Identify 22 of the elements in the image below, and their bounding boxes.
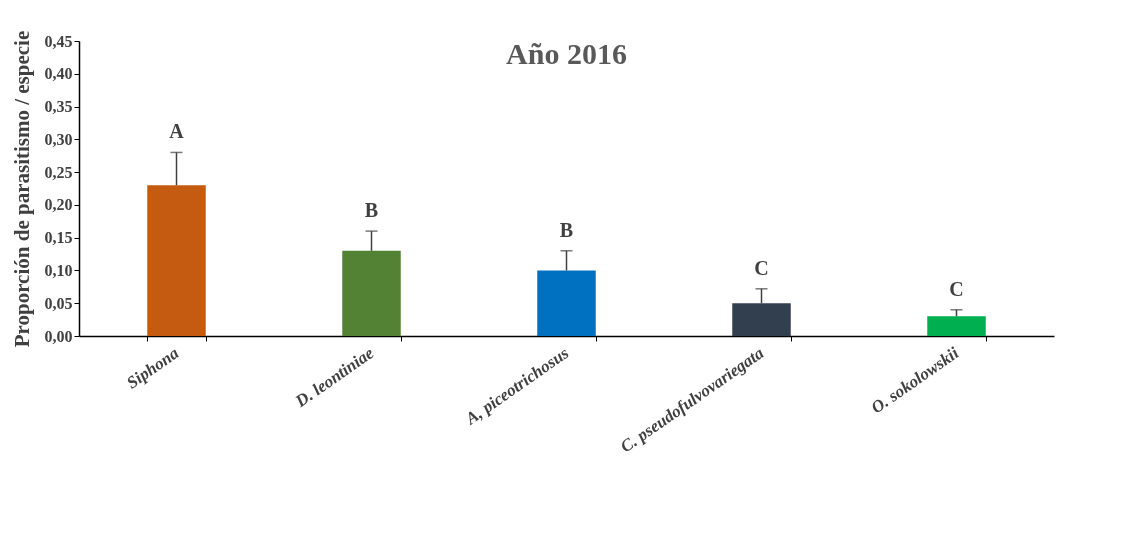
- y-tick-label: 0,35: [44, 98, 73, 116]
- y-tick-label: 0,30: [44, 130, 73, 148]
- y-tick-label: 0,10: [44, 261, 73, 279]
- y-tick-label: 0,40: [44, 65, 73, 83]
- bar: [537, 270, 596, 336]
- annotation: C: [754, 256, 769, 279]
- annotation: B: [364, 199, 379, 222]
- bar: [927, 316, 986, 336]
- annotation: B: [559, 218, 574, 241]
- y-tick-label: 0,25: [44, 163, 73, 181]
- y-tick-label: 0,05: [44, 294, 73, 312]
- y-tick-label: 0,20: [44, 196, 73, 214]
- y-axis-title: Proporción de parasitismo / especie: [9, 30, 34, 348]
- y-tick-label: 0,00: [44, 327, 73, 345]
- chart-title: Año 2016: [506, 37, 627, 71]
- bar: [732, 303, 791, 336]
- annotation: A: [169, 120, 185, 143]
- y-tick-label: 0,15: [44, 229, 73, 247]
- annotation: C: [949, 277, 964, 300]
- bar: [147, 185, 206, 336]
- bar: [342, 250, 401, 336]
- y-tick-label: 0,45: [44, 32, 73, 50]
